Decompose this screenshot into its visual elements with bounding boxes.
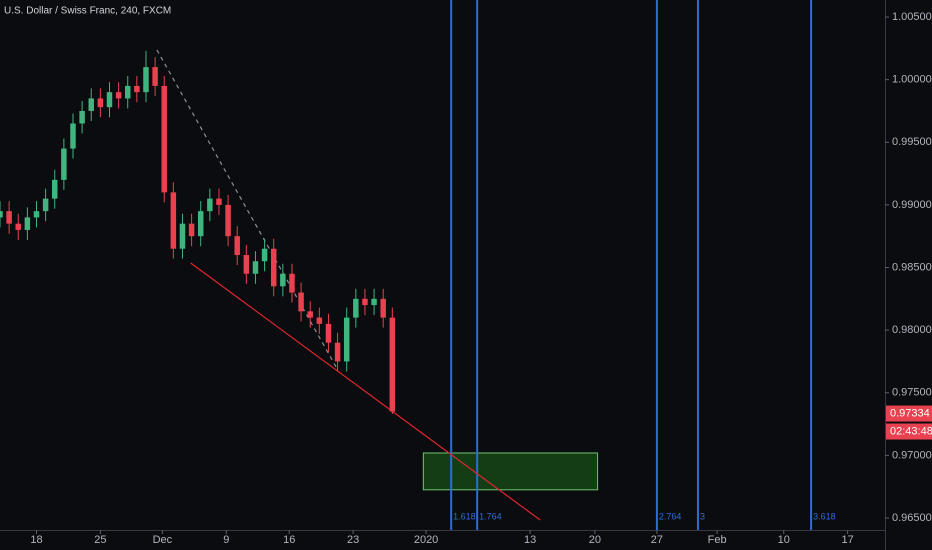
- candle-body: [225, 204, 231, 237]
- last-price-label: 0.97334: [890, 407, 930, 419]
- candle-body: [152, 67, 158, 86]
- candle-body: [252, 261, 259, 274]
- candle-body: [307, 311, 313, 318]
- candle-body: [15, 223, 21, 230]
- candle-body: [143, 67, 149, 93]
- candle-body: [298, 292, 304, 312]
- countdown-label: 02:43:48: [890, 425, 932, 437]
- candle-body: [106, 92, 113, 108]
- x-tick-label: 9: [223, 534, 229, 546]
- last-price-box: [886, 405, 932, 422]
- candle-body: [243, 254, 250, 274]
- candle-body: [88, 98, 94, 111]
- y-tick-label: 1.00000: [892, 74, 932, 86]
- candle-body: [52, 179, 58, 199]
- candle-body: [197, 211, 204, 237]
- candle-body: [207, 198, 213, 212]
- dashed-line: [156, 49, 338, 369]
- x-tick-label: 20: [589, 534, 601, 546]
- candle-body: [115, 92, 122, 99]
- candle-body: [97, 98, 104, 108]
- fib-level-label: 1.618: [453, 511, 476, 521]
- candle-body: [0, 211, 3, 218]
- candle-body: [6, 211, 12, 224]
- candle-body: [362, 298, 368, 306]
- candle-body: [24, 217, 31, 230]
- candle-body: [188, 223, 195, 237]
- x-tick-label: 27: [651, 534, 663, 546]
- chart-title: U.S. Dollar / Swiss Franc, 240, FXCM: [4, 6, 171, 17]
- candle-body: [289, 273, 295, 293]
- candle-body: [216, 198, 222, 205]
- candle-body: [179, 223, 186, 249]
- candle-body: [270, 248, 277, 287]
- y-tick-label: 0.96500: [892, 512, 932, 524]
- trend-line: [190, 262, 541, 521]
- x-tick-label: 2020: [414, 534, 438, 546]
- x-tick-label: 17: [841, 534, 853, 546]
- candle-body: [353, 298, 359, 318]
- x-tick-label: 25: [94, 534, 106, 546]
- fib-level-label: 1.764: [479, 511, 502, 521]
- candle-body: [389, 317, 396, 412]
- candle-body: [280, 273, 286, 287]
- x-tick-label: Dec: [153, 534, 173, 546]
- candle-body: [61, 148, 67, 180]
- x-tick-label: 23: [347, 534, 359, 546]
- y-tick-label: 0.97000: [892, 449, 932, 461]
- candle-body: [325, 323, 332, 343]
- y-tick-label: 0.98000: [892, 324, 932, 336]
- candle-body: [161, 85, 167, 193]
- candle-body: [234, 236, 240, 255]
- y-tick-label: 1.00500: [892, 11, 932, 23]
- candle-body: [371, 298, 377, 306]
- fib-level-label: 3.618: [813, 511, 836, 521]
- candle-body: [343, 317, 350, 362]
- y-tick-label: 0.97500: [892, 387, 932, 399]
- candle-body: [134, 85, 140, 93]
- x-tick-label: 18: [30, 534, 42, 546]
- candle-body: [124, 85, 131, 99]
- countdown-box: [886, 423, 932, 440]
- candle-body: [42, 198, 49, 212]
- x-tick-label: 13: [524, 534, 536, 546]
- candle-body: [261, 248, 268, 262]
- y-tick-label: 0.99000: [892, 199, 932, 211]
- y-tick-label: 0.98500: [892, 261, 932, 273]
- candle-body: [380, 298, 386, 318]
- candle-body: [334, 342, 341, 362]
- candle-body: [33, 211, 40, 218]
- x-tick-label: 10: [778, 534, 790, 546]
- target-box: [422, 452, 599, 491]
- x-tick-label: 16: [283, 534, 295, 546]
- x-tick-label: Feb: [708, 534, 727, 546]
- candle-body: [70, 123, 76, 149]
- candle-body: [316, 317, 323, 324]
- y-tick-label: 0.99500: [892, 136, 932, 148]
- candle-body: [79, 110, 85, 124]
- fib-level-label: 3: [700, 511, 705, 521]
- fib-level-label: 2.764: [659, 511, 682, 521]
- candle-body: [170, 192, 177, 249]
